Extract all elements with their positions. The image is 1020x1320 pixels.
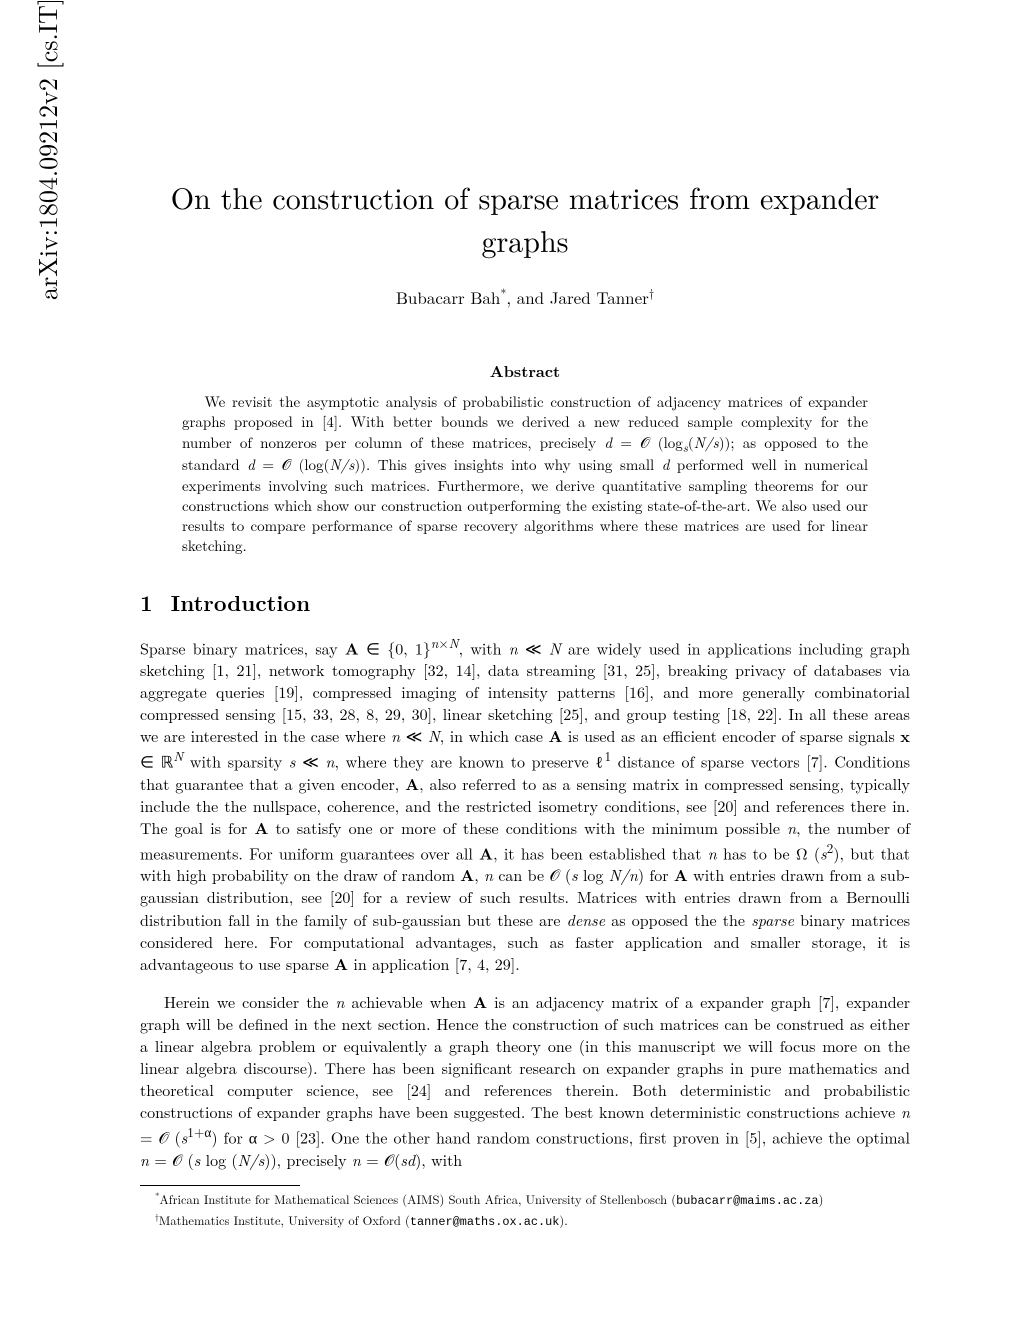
paper-authors: Bubacarr Bah*, and Jared Tanner† <box>140 285 910 309</box>
arxiv-identifier: arXiv:1804.09212v2 [cs.IT] 15 May 2018 <box>28 0 65 300</box>
footnote-1: *African Institute for Mathematical Scie… <box>140 1190 910 1209</box>
footnote-rule <box>140 1185 300 1186</box>
section-1-para-1: Sparse binary matrices, say A ∈ {0, 1}n×… <box>140 634 910 975</box>
section-1-number: 1 <box>140 587 153 618</box>
paper-title: On the construction of sparse matrices f… <box>140 175 910 261</box>
abstract-text: We revisit the asymptotic analysis of pr… <box>182 392 868 557</box>
footnote-2: †Mathematics Institute, University of Ox… <box>140 1211 910 1230</box>
section-1-heading: 1 Introduction <box>140 587 910 618</box>
abstract-heading: Abstract <box>140 359 910 382</box>
arxiv-text: arXiv:1804.09212v2 [cs.IT] 15 May 2018 <box>28 0 65 300</box>
section-1-title: Introduction <box>171 587 310 618</box>
paper-content: On the construction of sparse matrices f… <box>140 175 910 1232</box>
section-1-para-2: Herein we consider the n achievable when… <box>140 991 910 1171</box>
